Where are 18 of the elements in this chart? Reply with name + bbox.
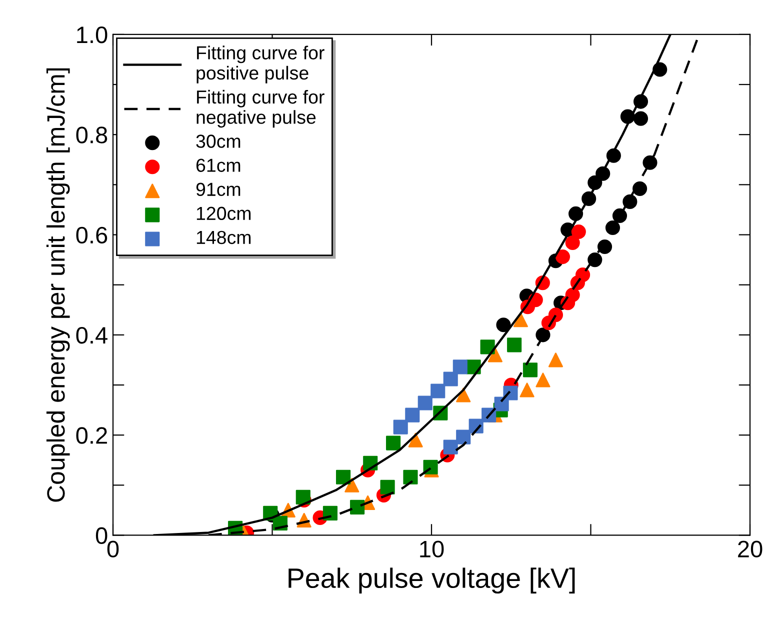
legend-label: 120cm bbox=[196, 206, 251, 220]
y-axis-title: Coupled energy per unit length [mJ/cm] bbox=[46, 68, 70, 502]
y-tick-label: 0.6 bbox=[76, 226, 108, 244]
y-tick-label: 1.0 bbox=[77, 26, 108, 44]
legend-label: 30cm bbox=[196, 134, 240, 148]
legend-label: Fitting curve for positive pulse bbox=[196, 46, 324, 84]
y-tick-label: 0.2 bbox=[76, 427, 107, 444]
legend-label: 61cm bbox=[196, 158, 240, 172]
y-tick-label: 0.8 bbox=[76, 126, 108, 144]
legend-label: 91cm bbox=[196, 182, 240, 196]
y-tick-label: 0.4 bbox=[76, 326, 108, 344]
legend-label: 148cm bbox=[196, 230, 251, 244]
x-tick-label: 20 bbox=[738, 540, 762, 558]
y-tick-label: 0 bbox=[96, 527, 108, 544]
legend-label: Fitting curve for negative pulse bbox=[196, 90, 324, 128]
x-axis-title: Peak pulse voltage [kV] bbox=[288, 568, 575, 594]
x-tick-label: 0 bbox=[107, 540, 119, 558]
x-tick-label: 10 bbox=[420, 540, 444, 558]
